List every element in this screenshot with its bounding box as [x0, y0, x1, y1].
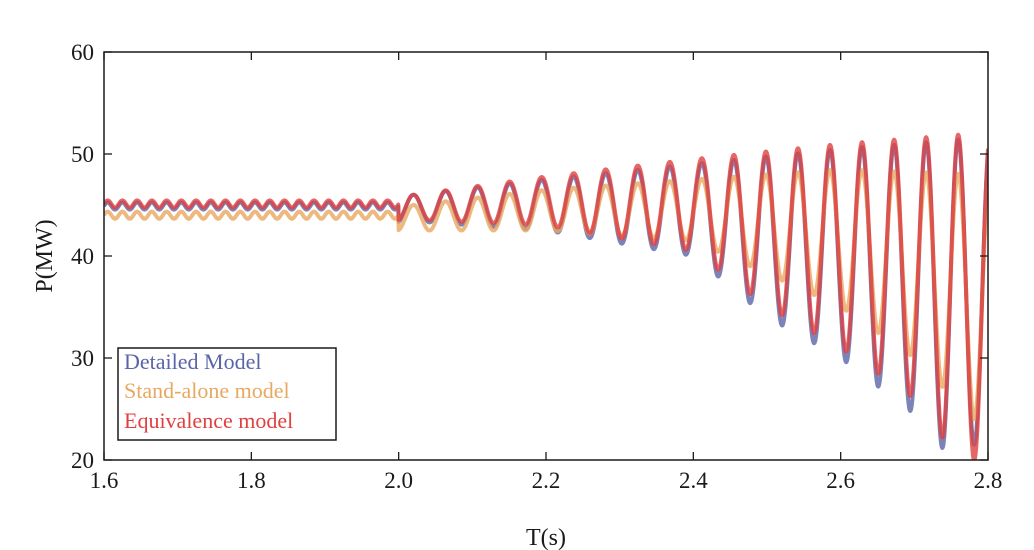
y-tick-label: 60: [71, 40, 94, 65]
y-tick-label: 30: [71, 346, 94, 371]
legend: Detailed Model Stand-alone model Equival…: [117, 347, 337, 441]
legend-entry-equivalence-model: Equivalence model: [124, 408, 293, 433]
x-tick-label: 2.0: [384, 468, 413, 493]
legend-box: [117, 347, 337, 441]
y-tick-label: 20: [71, 448, 94, 473]
x-axis-label: T(s): [526, 525, 566, 550]
x-tick-label: 1.6: [90, 468, 119, 493]
series-line-equivalence-model: [104, 132, 988, 460]
x-tick-label: 1.8: [237, 468, 266, 493]
x-tick-label: 2.8: [974, 468, 1003, 493]
y-tick-label: 50: [71, 142, 94, 167]
y-tick-label: 40: [71, 244, 94, 269]
y-axis-label: P(MW): [32, 219, 58, 292]
legend-entry-detailed-model: Detailed Model: [124, 349, 261, 374]
legend-entry-stand-alone-model: Stand-alone model: [124, 378, 290, 403]
x-tick-label: 2.4: [679, 468, 708, 493]
x-tick-label: 2.6: [826, 468, 855, 493]
x-tick-label: 2.2: [532, 468, 561, 493]
